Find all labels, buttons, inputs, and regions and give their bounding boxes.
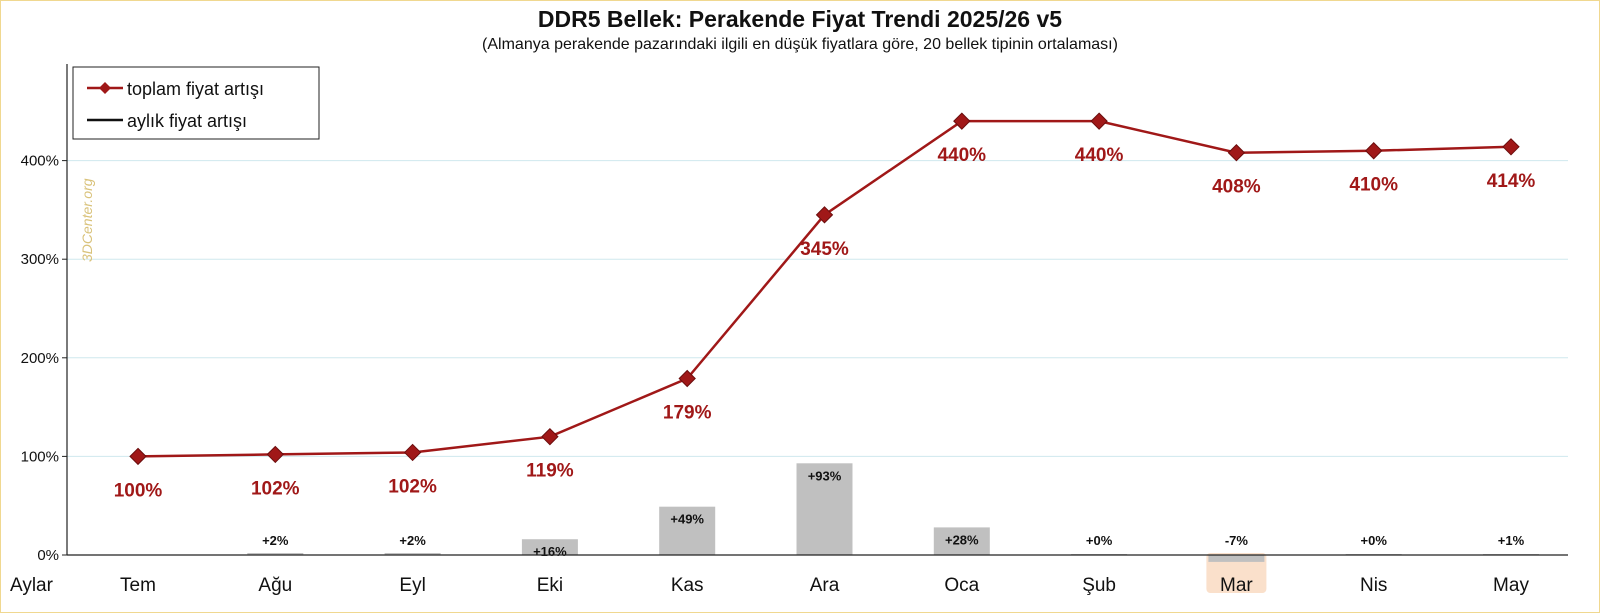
line-data-label: 119%: [526, 461, 574, 482]
y-tick-label: 100%: [21, 448, 59, 465]
legend-marker-swatch: [99, 82, 111, 94]
line-point-marker: [1090, 112, 1108, 130]
x-tick-label: Ara: [810, 575, 840, 596]
monthly-bar: [933, 527, 990, 555]
line-point-marker: [1227, 144, 1246, 162]
x-tick-label: Eyl: [399, 575, 425, 596]
monthly-bar: [1208, 555, 1265, 562]
bar-data-label: +2%: [262, 533, 289, 548]
bar-data-label: +49%: [670, 512, 704, 527]
x-tick-label: May: [1493, 575, 1529, 596]
y-tick-label: 400%: [21, 153, 59, 170]
monthly-bar: [796, 463, 853, 555]
watermark-text: 3DCenter.org: [79, 178, 95, 262]
monthly-bar: [521, 539, 578, 555]
bar-data-label: +16%: [533, 544, 567, 559]
y-tick-label: 0%: [37, 547, 59, 564]
x-tick-label: Şub: [1082, 575, 1116, 596]
line-point-marker: [266, 445, 285, 464]
x-tick-label: Mar: [1220, 575, 1253, 596]
bar-data-label: +1%: [1498, 533, 1525, 548]
x-tick-label: Nis: [1360, 575, 1387, 596]
line-data-label: 179%: [663, 403, 712, 424]
line-point-marker: [403, 443, 422, 462]
line-data-label: 440%: [937, 145, 986, 166]
monthly-bar: [384, 553, 441, 555]
legend-label: toplam fiyat artışı: [127, 79, 264, 99]
bar-data-label: -7%: [1225, 533, 1249, 548]
line-data-label: 102%: [388, 476, 437, 497]
line-point-marker: [129, 447, 147, 466]
line-data-label: 410%: [1349, 175, 1398, 196]
x-tick-label: Eki: [537, 575, 563, 596]
line-point-marker: [678, 369, 696, 388]
x-tick-label: Ağu: [258, 575, 292, 596]
bar-data-label: +28%: [945, 532, 979, 547]
line-data-label: 414%: [1487, 171, 1536, 192]
line-data-label: 102%: [251, 478, 300, 499]
x-tick-label: Tem: [120, 575, 156, 596]
x-axis-title: Aylar: [10, 575, 54, 596]
line-data-label: 345%: [800, 239, 849, 260]
bar-data-label: +0%: [1361, 533, 1388, 548]
x-tick-label: Kas: [671, 575, 704, 596]
y-tick-label: 300%: [21, 251, 59, 268]
bar-data-label: +2%: [399, 533, 426, 548]
monthly-bar: [659, 506, 716, 555]
x-tick-label: Oca: [944, 575, 979, 596]
legend-label: aylık fiyat artışı: [127, 111, 247, 131]
line-data-label: 440%: [1075, 145, 1124, 166]
bar-data-label: +93%: [808, 468, 842, 483]
chart-title: DDR5 Bellek: Perakende Fiyat Trendi 2025…: [537, 6, 1063, 32]
monthly-bar: [247, 553, 304, 555]
line-point-marker: [1502, 138, 1520, 156]
legend-box: [72, 66, 320, 140]
line-point-marker: [541, 427, 559, 446]
line-point-marker: [1364, 142, 1383, 160]
chart-subtitle: (Almanya perakende pazarındaki ilgili en…: [482, 36, 1118, 53]
line-point-marker: [815, 206, 834, 224]
y-tick-label: 200%: [21, 350, 59, 367]
line-point-marker: [953, 112, 971, 130]
line-data-label: 100%: [114, 480, 163, 501]
category-highlight: [1206, 553, 1267, 593]
bar-data-label: +0%: [1086, 533, 1113, 548]
line-data-label: 408%: [1212, 177, 1261, 198]
